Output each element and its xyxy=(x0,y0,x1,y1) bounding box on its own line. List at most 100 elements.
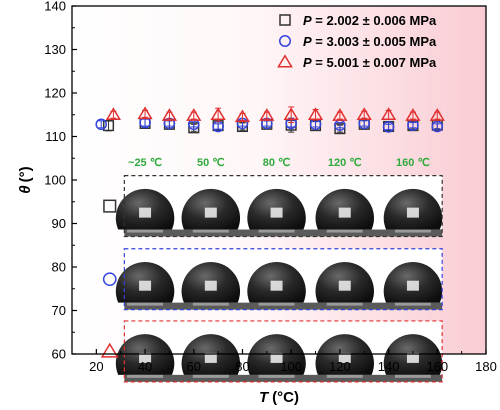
row-marker-circle xyxy=(102,272,117,287)
y-tick-label: 130 xyxy=(44,42,66,57)
droplet-image-row xyxy=(102,248,443,311)
x-axis-unit: (°C) xyxy=(272,389,299,406)
droplet-highlight xyxy=(204,280,217,291)
x-tick-label: 140 xyxy=(378,359,400,374)
y-tick-label: 110 xyxy=(45,129,66,144)
data-point-triangle xyxy=(161,108,178,121)
y-tick-label: 120 xyxy=(44,86,66,101)
legend-label: P = 2.002 ± 0.006 MPa xyxy=(303,13,437,28)
droplet-highlight xyxy=(139,280,152,291)
temperature-label: ~25 ℃ xyxy=(128,157,162,169)
droplet-reflection xyxy=(127,302,164,306)
legend-marker-triangle xyxy=(277,54,293,68)
droplet-reflection xyxy=(258,229,295,233)
droplet-highlight xyxy=(270,280,283,291)
x-tick-label: 80 xyxy=(235,359,249,374)
droplet-reflection xyxy=(394,374,431,378)
droplet-highlight xyxy=(139,207,152,218)
data-point-triangle xyxy=(356,107,372,120)
substrate xyxy=(124,302,443,310)
legend-value: = 5.001 ± 0.007 MPa xyxy=(312,55,437,70)
droplet-reflection xyxy=(258,302,295,306)
droplet-highlight xyxy=(270,352,283,363)
droplet-image-row xyxy=(100,320,443,383)
data-marks xyxy=(95,106,445,135)
droplet-image-row xyxy=(103,175,443,238)
data-point-triangle xyxy=(105,107,122,120)
droplet-reflection xyxy=(192,302,229,306)
temperature-label: 50 ℃ xyxy=(197,157,225,169)
temperature-label: 80 ℃ xyxy=(263,157,291,169)
substrate xyxy=(124,229,443,237)
y-tick-label: 70 xyxy=(52,303,66,318)
droplet-reflection xyxy=(326,302,363,306)
x-axis-symbol: T xyxy=(259,389,270,406)
data-point-triangle xyxy=(380,107,397,120)
droplet-highlight xyxy=(204,207,217,218)
droplet-highlight xyxy=(406,352,419,363)
droplet-image-inset: ~25 ℃ 50 ℃ 80 ℃ 120 ℃ 160 ℃ xyxy=(100,157,443,383)
droplet-highlight xyxy=(406,280,419,291)
legend-value: = 2.002 ± 0.006 MPa xyxy=(312,13,437,28)
data-point-triangle xyxy=(429,108,445,121)
legend-symbol: P xyxy=(303,34,312,49)
droplet-reflection xyxy=(127,229,164,233)
legend-value: = 3.003 ± 0.005 MPa xyxy=(312,34,437,49)
y-tick-label: 140 xyxy=(44,0,66,14)
temperature-label: 120 ℃ xyxy=(328,157,362,169)
data-point-triangle xyxy=(210,107,226,120)
x-axis-label: T (°C) xyxy=(259,389,299,406)
data-point-triangle xyxy=(405,108,421,121)
droplet-reflection xyxy=(394,302,431,306)
x-axis: 20 40 60 80 100 120 140 160 180 xyxy=(71,349,497,374)
droplet-reflection xyxy=(127,374,164,378)
y-tick-label: 100 xyxy=(44,173,66,188)
data-point-square xyxy=(102,120,115,132)
droplet-reflection xyxy=(192,229,229,233)
legend-symbol: P xyxy=(303,55,312,70)
data-point-triangle xyxy=(234,109,251,123)
legend-label: P = 5.001 ± 0.007 MPa xyxy=(303,55,437,70)
droplet-highlight xyxy=(139,352,152,363)
legend-marker-square xyxy=(279,14,291,26)
legend-marker-circle xyxy=(279,35,291,47)
y-axis-label: θ (°) xyxy=(17,166,34,193)
data-point-triangle xyxy=(307,107,324,120)
data-point-triangle xyxy=(259,108,275,121)
row-marker-square xyxy=(103,199,117,213)
droplet-reflection xyxy=(258,374,295,378)
droplet-highlight xyxy=(270,207,283,218)
legend-label: P = 3.003 ± 0.005 MPa xyxy=(303,34,437,49)
y-tick-label: 80 xyxy=(52,260,66,275)
x-tick-label: 60 xyxy=(187,359,201,374)
droplet-reflection xyxy=(192,374,229,378)
data-point-circle xyxy=(382,121,395,133)
data-point-triangle xyxy=(186,108,202,121)
x-tick-label: 20 xyxy=(89,359,103,374)
y-axis-unit: (°) xyxy=(17,166,34,182)
x-tick-label: 160 xyxy=(426,359,448,374)
droplet-highlight xyxy=(338,207,351,218)
droplet-reflection xyxy=(394,229,431,233)
droplet-reflection xyxy=(326,229,363,233)
data-point-triangle xyxy=(283,107,299,120)
data-point-circle xyxy=(95,118,108,131)
y-tick-label: 60 xyxy=(52,347,66,362)
y-tick-label: 90 xyxy=(52,216,66,231)
data-point-triangle xyxy=(137,106,153,120)
x-tick-label: 120 xyxy=(329,359,351,374)
data-point-triangle xyxy=(332,108,348,121)
x-tick-label: 40 xyxy=(138,359,152,374)
data-point-circle xyxy=(431,120,444,133)
droplet-highlight xyxy=(406,207,419,218)
y-axis: 60 70 80 90 100 110 120 130 140 xyxy=(44,0,77,362)
substrate xyxy=(124,374,443,382)
x-tick-label: 100 xyxy=(280,359,302,374)
temperature-label: 160 ℃ xyxy=(396,157,430,169)
x-tick-label: 180 xyxy=(475,359,497,374)
legend-symbol: P xyxy=(303,13,312,28)
row-marker-triangle xyxy=(100,342,119,358)
droplet-highlight xyxy=(204,352,217,363)
